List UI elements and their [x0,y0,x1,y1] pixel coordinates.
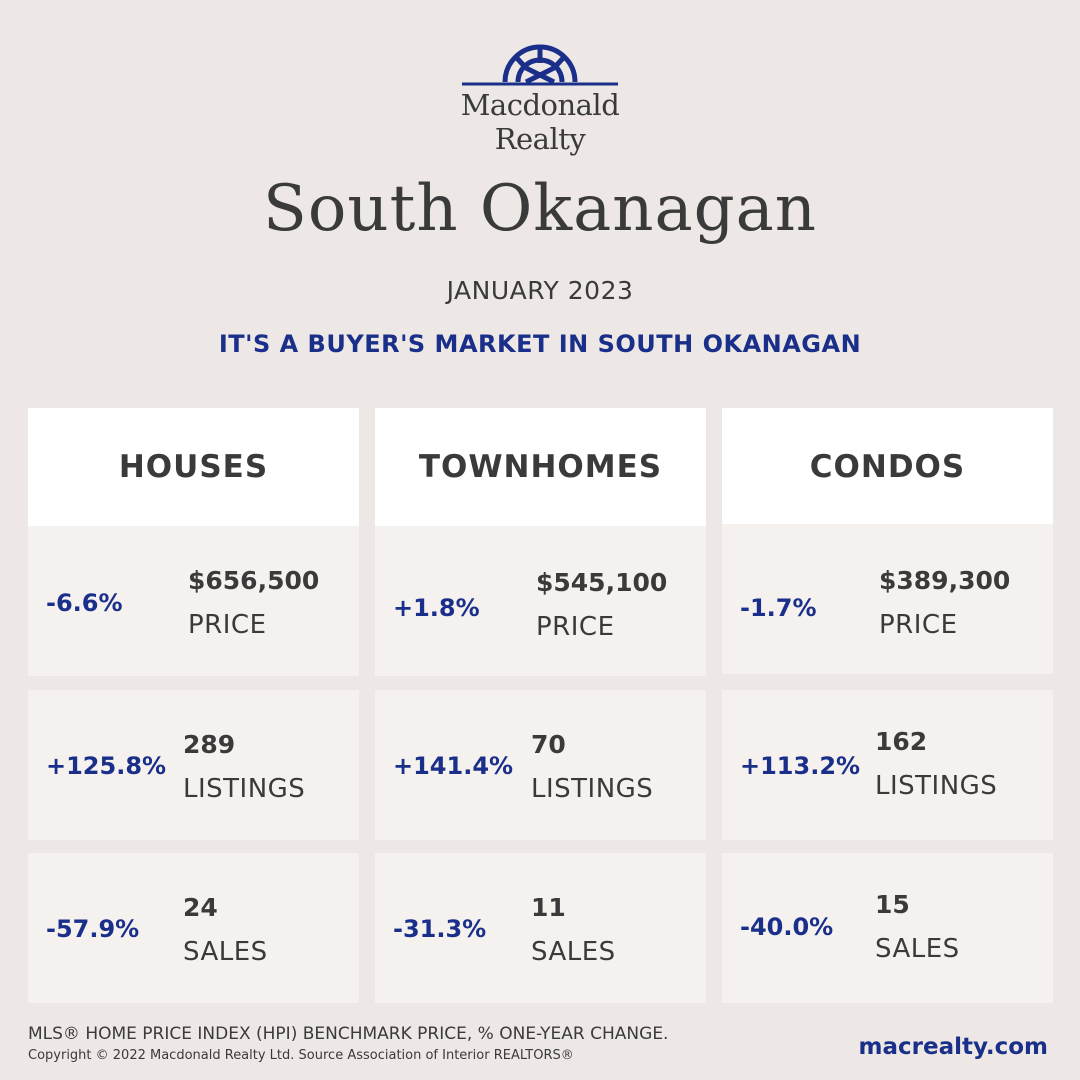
price-value: $389,300 [879,566,1011,595]
sales-cell: -57.9% 24 SALES [28,853,359,1003]
report-period: JANUARY 2023 [446,276,634,305]
sales-label: SALES [183,937,268,967]
sales-label: SALES [875,934,960,964]
logo-line-1: Macdonald [460,88,620,122]
sales-cell: -40.0% 15 SALES [722,853,1053,1003]
sales-value: 11 [531,893,566,922]
listings-value: 70 [531,730,566,759]
listings-label: LISTINGS [875,771,998,801]
sales-label: SALES [531,937,616,967]
price-value: $545,100 [536,568,668,597]
price-cell: +1.8% $545,100 PRICE [375,526,706,676]
listings-change: +141.4% [393,752,514,780]
price-value: $656,500 [188,566,320,595]
sales-change: -31.3% [393,915,487,943]
listings-cell: +125.8% 289 LISTINGS [28,690,359,840]
logo-line-2: Realty [494,122,586,156]
listings-value: 162 [875,727,928,756]
listings-change: +113.2% [740,752,861,780]
price-change: +1.8% [393,594,480,622]
listings-label: LISTINGS [183,774,306,804]
sales-change: -40.0% [740,913,834,941]
brand-logo: Macdonald Realty [440,38,640,168]
website-link[interactable]: macrealty.com [858,1034,1048,1060]
listings-label: LISTINGS [531,774,654,804]
page-title: South Okanagan [263,172,817,246]
listings-value: 289 [183,730,236,759]
price-cell: -6.6% $656,500 PRICE [28,526,359,676]
price-label: PRICE [188,610,267,640]
wheel-arch-icon [462,44,618,86]
sales-value: 24 [183,893,218,922]
listings-cell: +113.2% 162 LISTINGS [722,690,1053,840]
hpi-footnote: MLS® HOME PRICE INDEX (HPI) BENCHMARK PR… [28,1024,669,1044]
column-heading: CONDOS [722,408,1053,526]
sales-cell: -31.3% 11 SALES [375,853,706,1003]
condos-column: CONDOS -1.7% $389,300 PRICE +113.2% 162 … [722,408,1053,1003]
houses-column: HOUSES -6.6% $656,500 PRICE +125.8% 289 … [28,408,359,1003]
price-change: -6.6% [46,589,123,617]
listings-cell: +141.4% 70 LISTINGS [375,690,706,840]
price-label: PRICE [536,612,615,642]
column-heading: HOUSES [28,408,359,526]
listings-change: +125.8% [46,752,167,780]
price-label: PRICE [879,610,958,640]
sales-value: 15 [875,890,910,919]
townhomes-column: TOWNHOMES +1.8% $545,100 PRICE +141.4% 7… [375,408,706,1003]
market-headline: IT'S A BUYER'S MARKET IN SOUTH OKANAGAN [218,330,862,358]
column-heading: TOWNHOMES [375,408,706,526]
price-cell: -1.7% $389,300 PRICE [722,524,1053,674]
copyright-text: Copyright © 2022 Macdonald Realty Ltd. S… [28,1048,574,1063]
price-change: -1.7% [740,594,817,622]
sales-change: -57.9% [46,915,140,943]
